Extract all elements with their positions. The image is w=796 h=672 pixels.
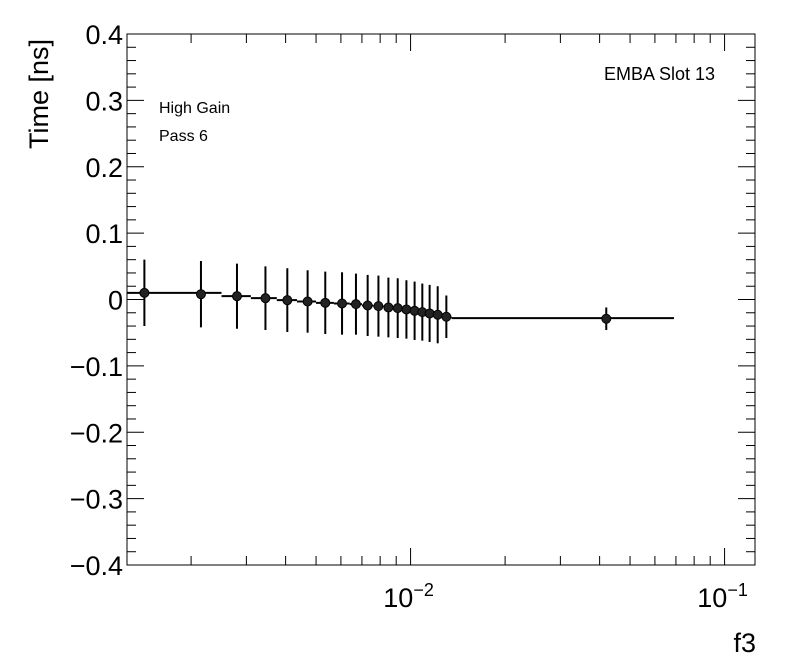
data-point (320, 297, 331, 308)
pass-annotation: Pass 6 (159, 128, 208, 145)
data-point (401, 304, 412, 315)
y-tick-label: 0.4 (85, 20, 123, 50)
y-tick-label: 0.3 (85, 86, 123, 116)
slot-annotation: EMBA Slot 13 (604, 64, 715, 84)
data-point (350, 299, 361, 310)
data-point (282, 295, 293, 306)
y-tick-label: −0.3 (70, 485, 123, 515)
x-axis-label: f3 (733, 628, 756, 658)
data-point (231, 291, 242, 302)
data-point (424, 308, 435, 319)
data-point (337, 298, 348, 309)
data-point (373, 301, 384, 312)
y-tick-label: 0.1 (85, 219, 123, 249)
x-tick-label: 10−1 (697, 580, 748, 613)
x-tick-label: 10−2 (383, 580, 434, 613)
data-point (139, 287, 150, 298)
gain-annotation: High Gain (159, 100, 230, 117)
data-points (139, 259, 612, 344)
data-point (432, 309, 443, 320)
y-tick-label: −0.2 (70, 418, 123, 448)
y-tick-label: 0.2 (85, 153, 123, 183)
y-tick-label: −0.4 (70, 551, 123, 581)
x-tick-labels: 10−2 10−1 (383, 580, 748, 613)
data-point (601, 313, 612, 324)
data-point (302, 296, 313, 307)
data-point (383, 302, 394, 313)
y-axis-label: Time [ns] (24, 39, 54, 149)
data-point (441, 311, 452, 322)
y-tick-label: −0.1 (70, 352, 123, 382)
y-tick-label: 0 (108, 286, 123, 316)
axis-ticks (127, 33, 755, 566)
y-tick-labels: 0.4 0.3 0.2 0.1 0 −0.1 −0.2 −0.3 −0.4 (70, 20, 123, 581)
data-point (362, 300, 373, 311)
data-point (392, 303, 403, 314)
data-point (195, 289, 206, 300)
data-point (260, 293, 271, 304)
